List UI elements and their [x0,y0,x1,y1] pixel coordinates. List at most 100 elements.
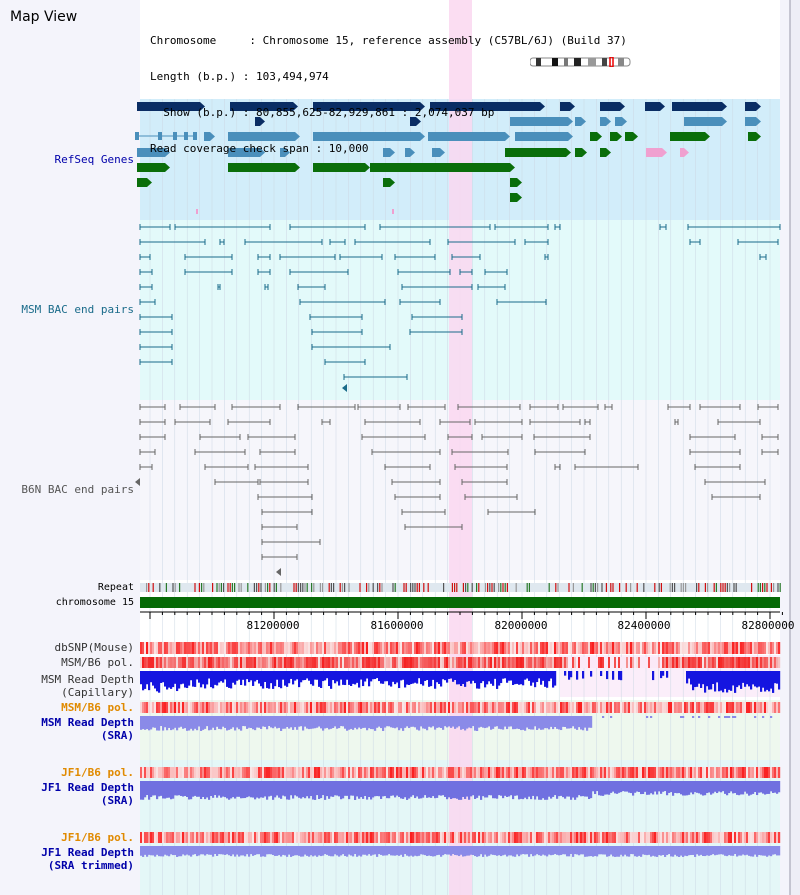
msm-depth-capillary-bar [466,671,469,682]
jf1-depth-sra-trimmed-bar [360,846,363,857]
repeat-element [238,583,240,592]
msm-b6-pol-2-heat [374,702,377,713]
repeat-element [300,583,302,592]
jf1-b6-pol-heat [256,767,259,778]
chromosome-ideogram[interactable] [529,52,632,68]
jf1-b6-pol-2-heat [326,832,329,843]
jf1-b6-pol-2-heat [388,832,391,843]
msm-depth-sra-bar [424,716,427,729]
msm-depth-capillary-bar [414,671,417,683]
jf1-b6-pol-heat [194,767,197,778]
jf1-depth-sra-trimmed-bar [338,846,341,857]
msm-depth-capillary-bar [226,671,229,687]
jf1-depth-sra-trimmed-bar [634,846,637,857]
repeat-element [674,583,676,592]
msm-depth-capillary-bar [534,671,537,688]
msm-depth-capillary-bar [344,671,347,686]
jf1-depth-sra-trimmed-bar [476,846,479,857]
dbsnp-heat [264,642,267,654]
jf1-b6-pol-2-heat [186,832,189,843]
msm-depth-capillary-bar [722,671,725,693]
msm-b6-pol-heat [208,657,211,668]
dbsnp-heat [708,642,711,654]
dbsnp-heat [376,642,379,654]
jf1-b6-pol-2-heat [630,832,633,843]
msm-b6-pol-heat [328,657,331,668]
msm-b6-pol-2-heat [766,702,769,713]
msm-b6-pol-heat [710,657,713,668]
msm-depth-capillary-bar [354,671,357,685]
msm-b6-pol-2-heat [402,702,405,713]
msm-depth-sra-bar [246,716,249,729]
jf1-depth-sra-trimmed-bar [652,846,655,856]
msm-depth-capillary-bar [666,671,669,678]
dbsnp-heat [186,642,189,654]
jf1-b6-pol-heat [178,767,181,778]
jf1-depth-sra-trimmed-bar [668,846,671,855]
jf1-b6-pol-2-heat [184,832,187,843]
dbsnp-heat [556,642,559,654]
jf1-depth-sra-trimmed-bar [214,846,217,855]
jf1-b6-pol-heat [288,767,291,778]
repeat-element [762,583,764,592]
jf1-depth-sra-trimmed-bar [654,846,657,857]
repeat-element [751,583,753,592]
msm-depth-sra-bar [284,716,287,729]
dbsnp-heat [594,642,597,654]
msm-depth-capillary-bar [776,671,779,684]
coverage-span-info: Read coverage check span : 10,000 [150,142,369,155]
msm-b6-pol-2-heat [390,702,393,713]
msm-b6-pol-heat [674,657,677,668]
jf1-b6-pol-2-heat [250,832,253,843]
jf1-b6-pol-2-heat [500,832,503,843]
dbsnp-heat [634,642,637,654]
msm-b6-pol-2-heat [538,702,541,713]
jf1-b6-pol-heat [640,767,643,778]
dbsnp-heat [674,642,677,654]
msm-b6-pol-heat [642,657,645,668]
jf1-depth-sra-trimmed-bar [378,846,381,855]
jf1-b6-pol-heat [570,767,573,778]
msm-depth-capillary-bar [278,671,281,688]
msm-b6-pol-2-heat [188,702,191,713]
msm-depth-capillary-bar [140,671,143,685]
dbsnp-heat [582,642,585,654]
msm-depth-capillary-bar [402,671,405,680]
jf1-depth-sra-bar [440,781,443,796]
jf1-depth-sra-bar [194,781,197,796]
msm-depth-sra-bar [418,716,421,731]
jf1-depth-sra-trimmed-bar [698,846,701,856]
msm-depth-sra-bar [216,716,219,727]
jf1-depth-sra-bar [432,781,435,797]
jf1-b6-pol-heat [586,767,589,778]
jf1-depth-sra-bar [676,781,679,794]
jf1-b6-pol-2-heat [370,832,373,843]
jf1-b6-pol-2-heat [154,832,157,843]
jf1-b6-pol-2-heat [348,832,351,843]
jf1-depth-sra-bar [720,781,723,793]
msm-depth-sra-bar [396,716,399,728]
msm-depth-sra-bar [276,716,279,729]
jf1-b6-pol-2-heat [522,832,525,843]
jf1-depth-sra-bar [218,781,221,796]
jf1-b6-pol-heat [158,767,161,778]
msm-b6-pol-heat [370,657,373,668]
gene-arrow [620,102,625,111]
msm-depth-sra-bar [298,716,301,727]
msm-depth-capillary-bar [564,671,567,676]
repeat-element [581,583,583,592]
jf1-b6-pol-2-heat [160,832,163,843]
msm-depth-capillary-bar [420,671,423,685]
msm-depth-capillary-bar [322,671,325,682]
jf1-b6-pol-heat [440,767,443,778]
jf1-b6-pol-heat [162,767,165,778]
jf1-b6-pol-heat [766,767,769,778]
msm-b6-pol-2-heat [420,702,423,713]
jf1-depth-sra-trimmed-bar [200,846,203,855]
msm-b6-pol-2-heat [342,702,345,713]
jf1-depth-sra-trimmed-bar [684,846,687,856]
jf1-depth-sra-bar [500,781,503,796]
gene-arrow [510,163,515,172]
jf1-depth-sra-bar [506,781,509,798]
